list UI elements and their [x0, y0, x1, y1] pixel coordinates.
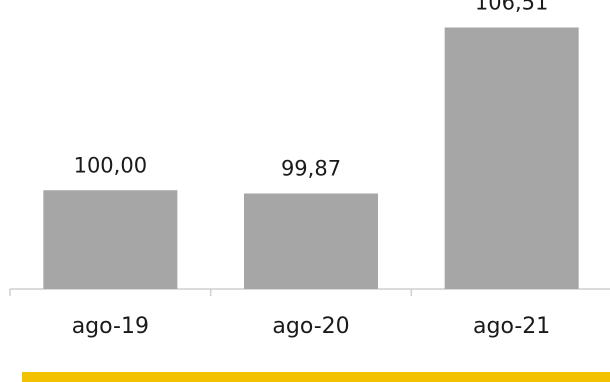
x-tick-label-ago-21: ago-21	[473, 314, 550, 339]
bar-ago-19	[43, 190, 178, 289]
accent-bar	[22, 372, 610, 382]
bar-ago-20	[244, 193, 378, 289]
data-label-ago-21: 106,51	[475, 0, 548, 15]
x-tick-label-ago-20: ago-20	[272, 314, 349, 339]
x-tick-label-ago-19: ago-19	[72, 314, 149, 339]
data-label-ago-19: 100,00	[74, 153, 147, 177]
bar-ago-21	[444, 27, 579, 289]
data-label-ago-20: 99,87	[281, 157, 341, 181]
